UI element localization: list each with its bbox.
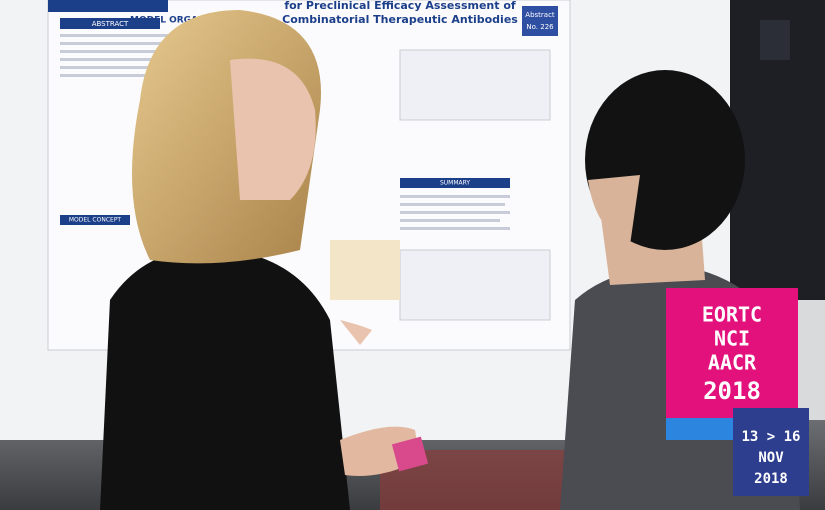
woman-body bbox=[100, 248, 350, 510]
date-box bbox=[733, 408, 809, 496]
poster-table bbox=[399, 249, 551, 321]
poster-logo: MODEL ORGANISMS bbox=[130, 16, 231, 26]
poster-figure bbox=[399, 49, 551, 121]
poster-figure bbox=[330, 240, 400, 300]
phone bbox=[391, 436, 429, 472]
section-title: ABSTRACT bbox=[92, 20, 129, 28]
speaker bbox=[760, 20, 790, 60]
abstract-number: No. 226 bbox=[526, 23, 554, 31]
event-year: 2018 bbox=[703, 377, 761, 405]
section-header bbox=[60, 215, 130, 225]
woman-face bbox=[230, 58, 316, 201]
event-name: EORTC bbox=[702, 303, 762, 327]
event-year-small: 2018 bbox=[754, 471, 788, 487]
event-name: NCI bbox=[714, 327, 750, 351]
poster-title: for Preclinical Efficacy Assessment of bbox=[284, 0, 516, 12]
man-face bbox=[588, 175, 640, 245]
poster-text-lines bbox=[60, 34, 510, 230]
event-month: NOV bbox=[758, 450, 784, 466]
section-header bbox=[400, 178, 510, 188]
section-title: SUMMARY bbox=[440, 180, 470, 187]
poster-header-bar bbox=[48, 0, 168, 12]
abstract-label: Abstract bbox=[525, 11, 555, 19]
woman-hand bbox=[340, 320, 372, 345]
section-title: MODEL CONCEPT bbox=[69, 217, 122, 224]
poster-title: Combinatorial Therapeutic Antibodies bbox=[282, 13, 518, 26]
event-name: AACR bbox=[708, 351, 757, 375]
event-badge bbox=[666, 288, 798, 418]
badge-stripe bbox=[666, 418, 736, 440]
abstract-badge bbox=[522, 6, 558, 36]
section-header bbox=[60, 18, 160, 29]
event-dates: 13 > 16 bbox=[741, 429, 800, 445]
